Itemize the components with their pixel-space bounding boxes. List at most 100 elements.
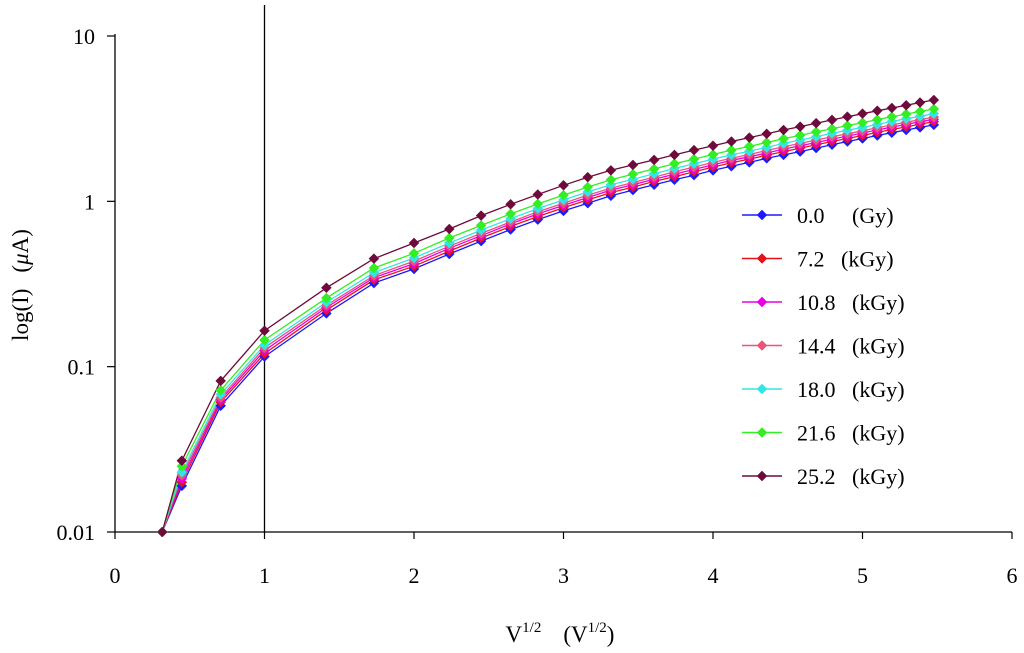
- x-tick-label: 4: [708, 563, 719, 588]
- data-point-s6: [408, 237, 420, 249]
- x-axis-title-unit-sup: 1/2: [588, 620, 607, 636]
- legend-label: 25.2 (kGy): [797, 464, 905, 489]
- data-point-s5: [688, 153, 700, 165]
- data-point-s6: [505, 198, 516, 210]
- x-tick-labels: 0 1 2 3 4 5 6: [110, 563, 1018, 588]
- legend-label: 0.0 (Gy): [797, 203, 894, 228]
- data-point-s6: [900, 99, 912, 111]
- data-point-s6: [826, 114, 838, 126]
- y-axis-title-unit-rest: A): [8, 229, 33, 253]
- data-point-s5: [475, 220, 487, 231]
- y-axis-title: log(I) (μA): [8, 229, 33, 341]
- data-point-s5: [176, 460, 188, 472]
- data-point-s6: [558, 179, 569, 191]
- data-point-s5: [505, 208, 516, 220]
- data-point-s6: [582, 171, 594, 183]
- legend-marker: [756, 209, 768, 221]
- data-point-s6: [605, 164, 617, 176]
- data-point-s6: [688, 144, 700, 156]
- data-point-s5: [794, 129, 806, 141]
- y-tick-label: 10: [73, 24, 95, 49]
- y-axis-title-text: log(I): [8, 289, 33, 341]
- data-point-s6: [259, 325, 270, 337]
- data-point-s5: [707, 149, 719, 160]
- data-point-s6: [156, 526, 168, 538]
- data-point-s6: [914, 97, 926, 108]
- data-point-s6: [726, 136, 737, 147]
- legend-label: 10.8 (kGy): [797, 290, 905, 315]
- data-point-s6: [176, 455, 188, 467]
- data-point-s5: [857, 117, 868, 129]
- x-tick-label: 3: [558, 563, 569, 588]
- data-point-s5: [900, 108, 912, 120]
- data-point-s5: [605, 174, 617, 186]
- series-markers: [156, 94, 940, 538]
- x-tick-label: 2: [409, 563, 420, 588]
- data-point-s6: [743, 132, 755, 143]
- data-point-s5: [669, 158, 680, 170]
- data-point-s5: [215, 384, 227, 396]
- legend-marker: [756, 383, 768, 395]
- data-point-s6: [928, 94, 940, 106]
- data-point-s6: [321, 282, 332, 294]
- legend-label: 14.4 (kGy): [797, 334, 905, 359]
- y-axis-title-unit-open: (: [8, 265, 33, 273]
- legend: 0.0 (Gy) 7.2 (kGy) 10.8 (kGy) 14.4 (kGy) 18.…: [742, 203, 905, 489]
- data-point-s5: [928, 103, 940, 115]
- x-axis-title-base: V: [506, 622, 523, 647]
- data-point-s4: [176, 466, 188, 478]
- x-tick-label: 6: [1007, 563, 1018, 588]
- data-point-s6: [886, 102, 898, 114]
- data-point-s5: [627, 168, 639, 180]
- data-point-s6: [443, 223, 455, 235]
- data-point-s5: [321, 292, 332, 304]
- legend-label: 21.6 (kGy): [797, 421, 905, 446]
- legend-marker: [756, 253, 768, 264]
- data-point-s6: [778, 124, 789, 136]
- data-point-s5: [443, 232, 455, 244]
- data-point-s5: [408, 247, 420, 259]
- x-tick-label: 0: [110, 563, 121, 588]
- x-axis-title: V1/2 (V1/2): [506, 620, 615, 647]
- data-point-s6: [669, 149, 680, 161]
- legend-marker: [756, 340, 768, 351]
- data-point-s6: [707, 140, 719, 152]
- data-point-s5: [368, 262, 380, 274]
- data-point-s5: [761, 137, 773, 148]
- x-axis-title-sup: 1/2: [522, 620, 541, 636]
- x-axis-title-unit-close: ): [607, 622, 615, 647]
- data-point-s5: [532, 198, 544, 210]
- y-tick-label: 0.1: [68, 355, 96, 380]
- y-tick-label: 1: [84, 189, 95, 214]
- data-point-s6: [532, 189, 544, 200]
- data-point-s5: [914, 106, 926, 117]
- data-point-s6: [627, 159, 639, 171]
- data-point-s5: [778, 133, 789, 145]
- data-point-s6: [857, 108, 868, 120]
- data-point-s5: [259, 334, 270, 346]
- y-tick-label: 0.01: [57, 520, 96, 545]
- x-axis-title-unit-open: (V: [563, 622, 588, 647]
- data-point-s6: [871, 105, 883, 117]
- data-point-s6: [475, 210, 487, 221]
- y-tick-labels: 0.01 0.1 1 10: [57, 24, 96, 545]
- data-point-s6: [842, 111, 853, 123]
- legend-marker: [756, 427, 768, 438]
- legend-label: 7.2 (kGy): [797, 247, 894, 272]
- legend-label: 18.0 (kGy): [797, 377, 905, 402]
- data-point-s5: [743, 141, 755, 152]
- data-point-s6: [368, 253, 380, 265]
- data-point-s5: [726, 144, 737, 156]
- data-point-s5: [648, 163, 660, 175]
- data-point-s6: [761, 128, 773, 140]
- y-axis-title-unit-mu: μ: [8, 253, 33, 266]
- legend-marker: [756, 296, 768, 308]
- data-point-s6: [648, 154, 660, 166]
- data-point-s6: [794, 121, 806, 132]
- data-point-s5: [842, 120, 853, 131]
- data-point-s5: [810, 126, 822, 138]
- x-tick-label: 1: [259, 563, 270, 588]
- data-point-s5: [558, 189, 569, 201]
- x-tick-label: 5: [857, 563, 868, 588]
